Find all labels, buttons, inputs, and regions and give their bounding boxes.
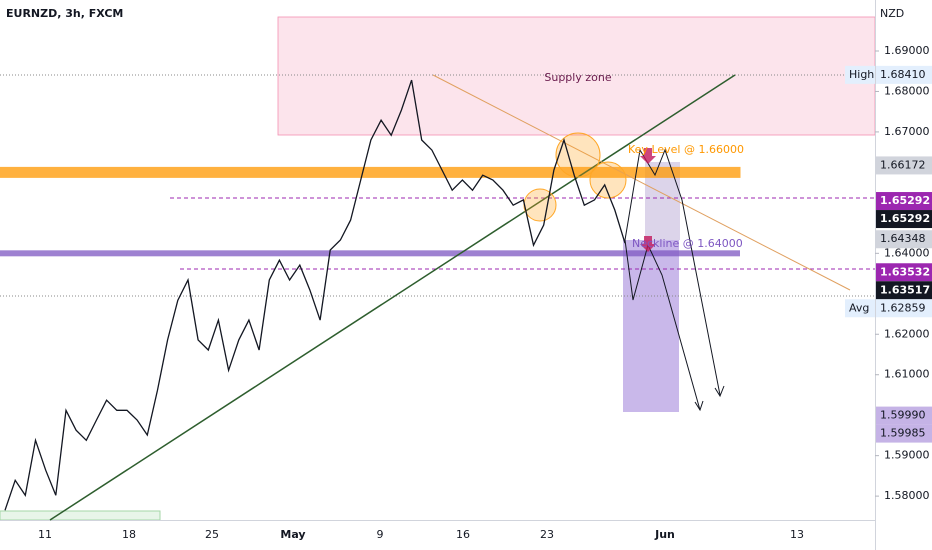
x-tick-label: Jun: [654, 528, 675, 541]
arrow-head: [714, 385, 725, 398]
currency: NZD: [880, 7, 904, 20]
highlight-circle: [589, 161, 627, 199]
x-tick-label: 18: [122, 528, 136, 541]
supply-zone-label: Supply zone: [544, 71, 611, 84]
x-tick-label: 13: [790, 528, 804, 541]
price-badge: [876, 281, 932, 300]
x-tick-label: 25: [205, 528, 219, 541]
symbol: EURNZD, 3h, FXCM: [6, 7, 123, 20]
badge-tag-label: Avg: [849, 301, 869, 314]
down-arrow: [640, 236, 656, 252]
price-badge-label: 1.65292: [880, 212, 930, 225]
y-tick-label: 1.62000: [884, 327, 930, 340]
price-badge-label: 1.64348: [880, 232, 926, 245]
price-badge-label: 1.65292: [880, 194, 930, 207]
badge-tag-label: High: [849, 68, 874, 81]
price-badge: [876, 230, 932, 249]
x-tick-label: 23: [540, 528, 554, 541]
price-badge: [876, 210, 932, 229]
price-badge: [876, 299, 932, 318]
y-tick-label: 1.68000: [884, 84, 930, 97]
price-badge: [876, 65, 932, 84]
highlight-circle: [523, 188, 557, 222]
price-badge-label: 1.59990: [880, 409, 926, 422]
badge-tag: [845, 299, 875, 318]
demand-zone: [0, 510, 161, 521]
y-tick-label: 1.69000: [884, 44, 930, 57]
neckline-label: Neckline @ 1.64000: [632, 237, 743, 250]
highlight-circle: [555, 132, 601, 178]
y-tick-label: 1.59000: [884, 449, 930, 462]
x-tick-label: 11: [38, 528, 52, 541]
price-badge: [876, 263, 932, 282]
price-badge-label: 1.63517: [880, 283, 930, 296]
x-tick-label: 16: [456, 528, 470, 541]
price-badge: [876, 156, 932, 175]
price-badge-label: 1.63532: [880, 265, 930, 278]
key-level-label: Key Level @ 1.66000: [628, 143, 744, 156]
arrow-head: [694, 400, 704, 412]
down-arrow: [640, 148, 656, 164]
key-level-band: [0, 166, 741, 178]
x-tick-label: 9: [377, 528, 384, 541]
price-badge: [876, 406, 932, 425]
trendline: [49, 74, 736, 521]
supply-zone: [277, 16, 876, 136]
y-tick-label: 1.61000: [884, 368, 930, 381]
projection-path: [624, 148, 721, 396]
trendline: [432, 74, 851, 291]
y-tick-label: 1.64000: [884, 246, 930, 259]
price-badge-label: 1.62859: [880, 301, 926, 314]
x-tick-label: May: [280, 528, 305, 541]
y-tick-label: 1.67000: [884, 125, 930, 138]
y-tick-label: 1.58000: [884, 489, 930, 502]
badge-tag: [845, 65, 875, 84]
price-line: [4, 79, 626, 511]
price-badge-label: 1.68410: [880, 68, 926, 81]
price-badge: [876, 424, 932, 443]
price-badge-label: 1.59985: [880, 427, 926, 440]
target-box: [623, 240, 679, 412]
neckline-band: [0, 250, 740, 257]
price-badge: [876, 192, 932, 211]
price-badge-label: 1.66172: [880, 158, 926, 171]
